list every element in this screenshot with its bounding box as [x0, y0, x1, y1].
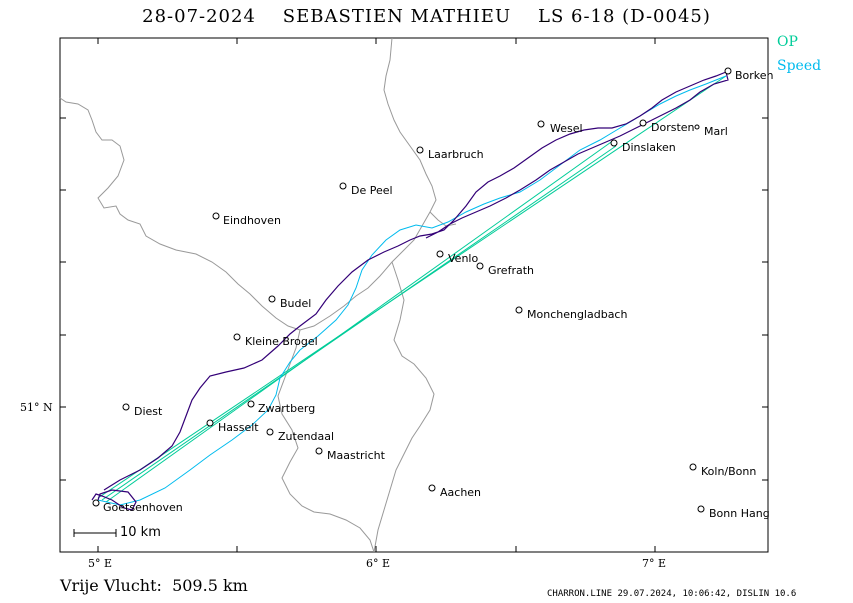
flight-track	[91, 71, 729, 511]
place-label: Marl	[704, 125, 728, 138]
place-label: Budel	[280, 297, 311, 310]
place-label: Grefrath	[488, 264, 534, 277]
map-frame	[59, 37, 769, 553]
speed-track	[97, 75, 727, 506]
flight-distance: Vrije Vlucht: 509.5 km	[60, 576, 248, 595]
x-tick-label: 7° E	[642, 557, 666, 570]
place-labels: Borken Wesel Dorsten Marl Laarbruch Dins…	[103, 69, 774, 520]
axis-ticks	[60, 38, 768, 552]
place-label: Venlo	[448, 252, 478, 265]
place-label: Maastricht	[327, 449, 386, 462]
legend-op: OP	[777, 34, 798, 50]
place-label: Koln/Bonn	[701, 465, 756, 478]
country-borders	[59, 37, 457, 553]
x-tick-label: 5° E	[88, 557, 112, 570]
page-title: 28-07-2024 SEBASTIEN MATHIEU LS 6-18 (D-…	[142, 6, 711, 27]
place-label: Zwartberg	[258, 402, 315, 415]
scale-bar	[73, 529, 117, 537]
place-label: Kleine Brogel	[245, 335, 318, 348]
x-tick-label: 6° E	[366, 557, 390, 570]
place-label: Zutendaal	[278, 430, 334, 443]
place-label: Dorsten	[651, 121, 695, 134]
footer-text: CHARRON.LINE 29.07.2024, 10:06:42, DISLI…	[547, 589, 797, 599]
place-label: Eindhoven	[223, 214, 281, 227]
place-label: Diest	[134, 405, 163, 418]
place-label: Borken	[735, 69, 774, 82]
place-label: Hasselt	[218, 421, 259, 434]
place-label: Bonn Hang	[709, 507, 770, 520]
legend-speed: Speed	[777, 58, 822, 74]
places	[92, 67, 732, 513]
place-label: Laarbruch	[428, 148, 484, 161]
y-tick-label: 51° N	[20, 401, 53, 414]
place-label: Wesel	[550, 122, 583, 135]
place-label: De Peel	[351, 184, 393, 197]
scale-label: 10 km	[120, 525, 161, 540]
place-label: Aachen	[440, 486, 481, 499]
place-label: Goetsenhoven	[103, 501, 183, 514]
place-label: Monchengladbach	[527, 308, 627, 321]
op-lines	[97, 75, 727, 503]
place-label: Dinslaken	[622, 141, 676, 154]
